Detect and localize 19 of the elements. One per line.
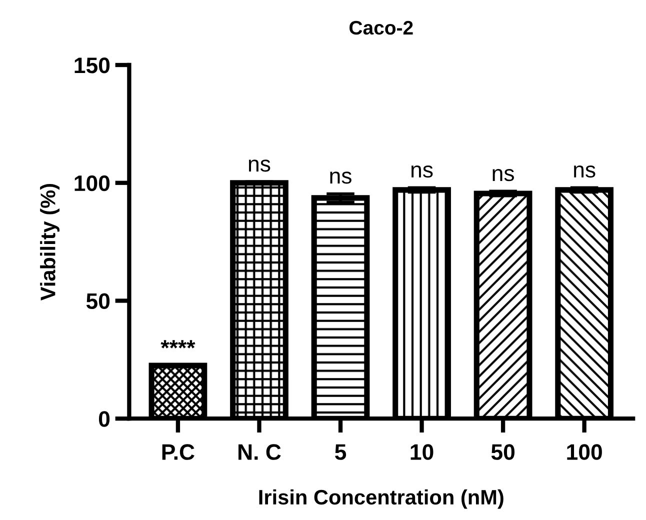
x-tick-label: 5 (335, 444, 346, 460)
x-tick-label: 100 (567, 444, 602, 460)
annotation: ns (330, 172, 352, 184)
x-tick-label: N. C (238, 444, 281, 460)
annotation: ns (412, 165, 433, 178)
x-axis-title: Irisin Concentration (nM) (259, 489, 504, 509)
annotation: ns (492, 168, 514, 182)
annotation: **** (160, 340, 196, 348)
annotation: ns (248, 160, 270, 172)
y-axis-title: Viability (%) (40, 184, 60, 301)
y-tick-label: 100 (74, 175, 110, 192)
x-tick-label: 10 (410, 444, 434, 460)
x-tick-label: P.C (162, 444, 194, 460)
y-tick-label: 50 (86, 293, 110, 310)
y-tick-label: 150 (74, 58, 110, 74)
chart-title: Caco-2 (350, 20, 413, 35)
annotation: ns (574, 165, 596, 178)
y-tick-label: 0 (98, 411, 110, 427)
x-tick-label: 50 (491, 444, 514, 460)
